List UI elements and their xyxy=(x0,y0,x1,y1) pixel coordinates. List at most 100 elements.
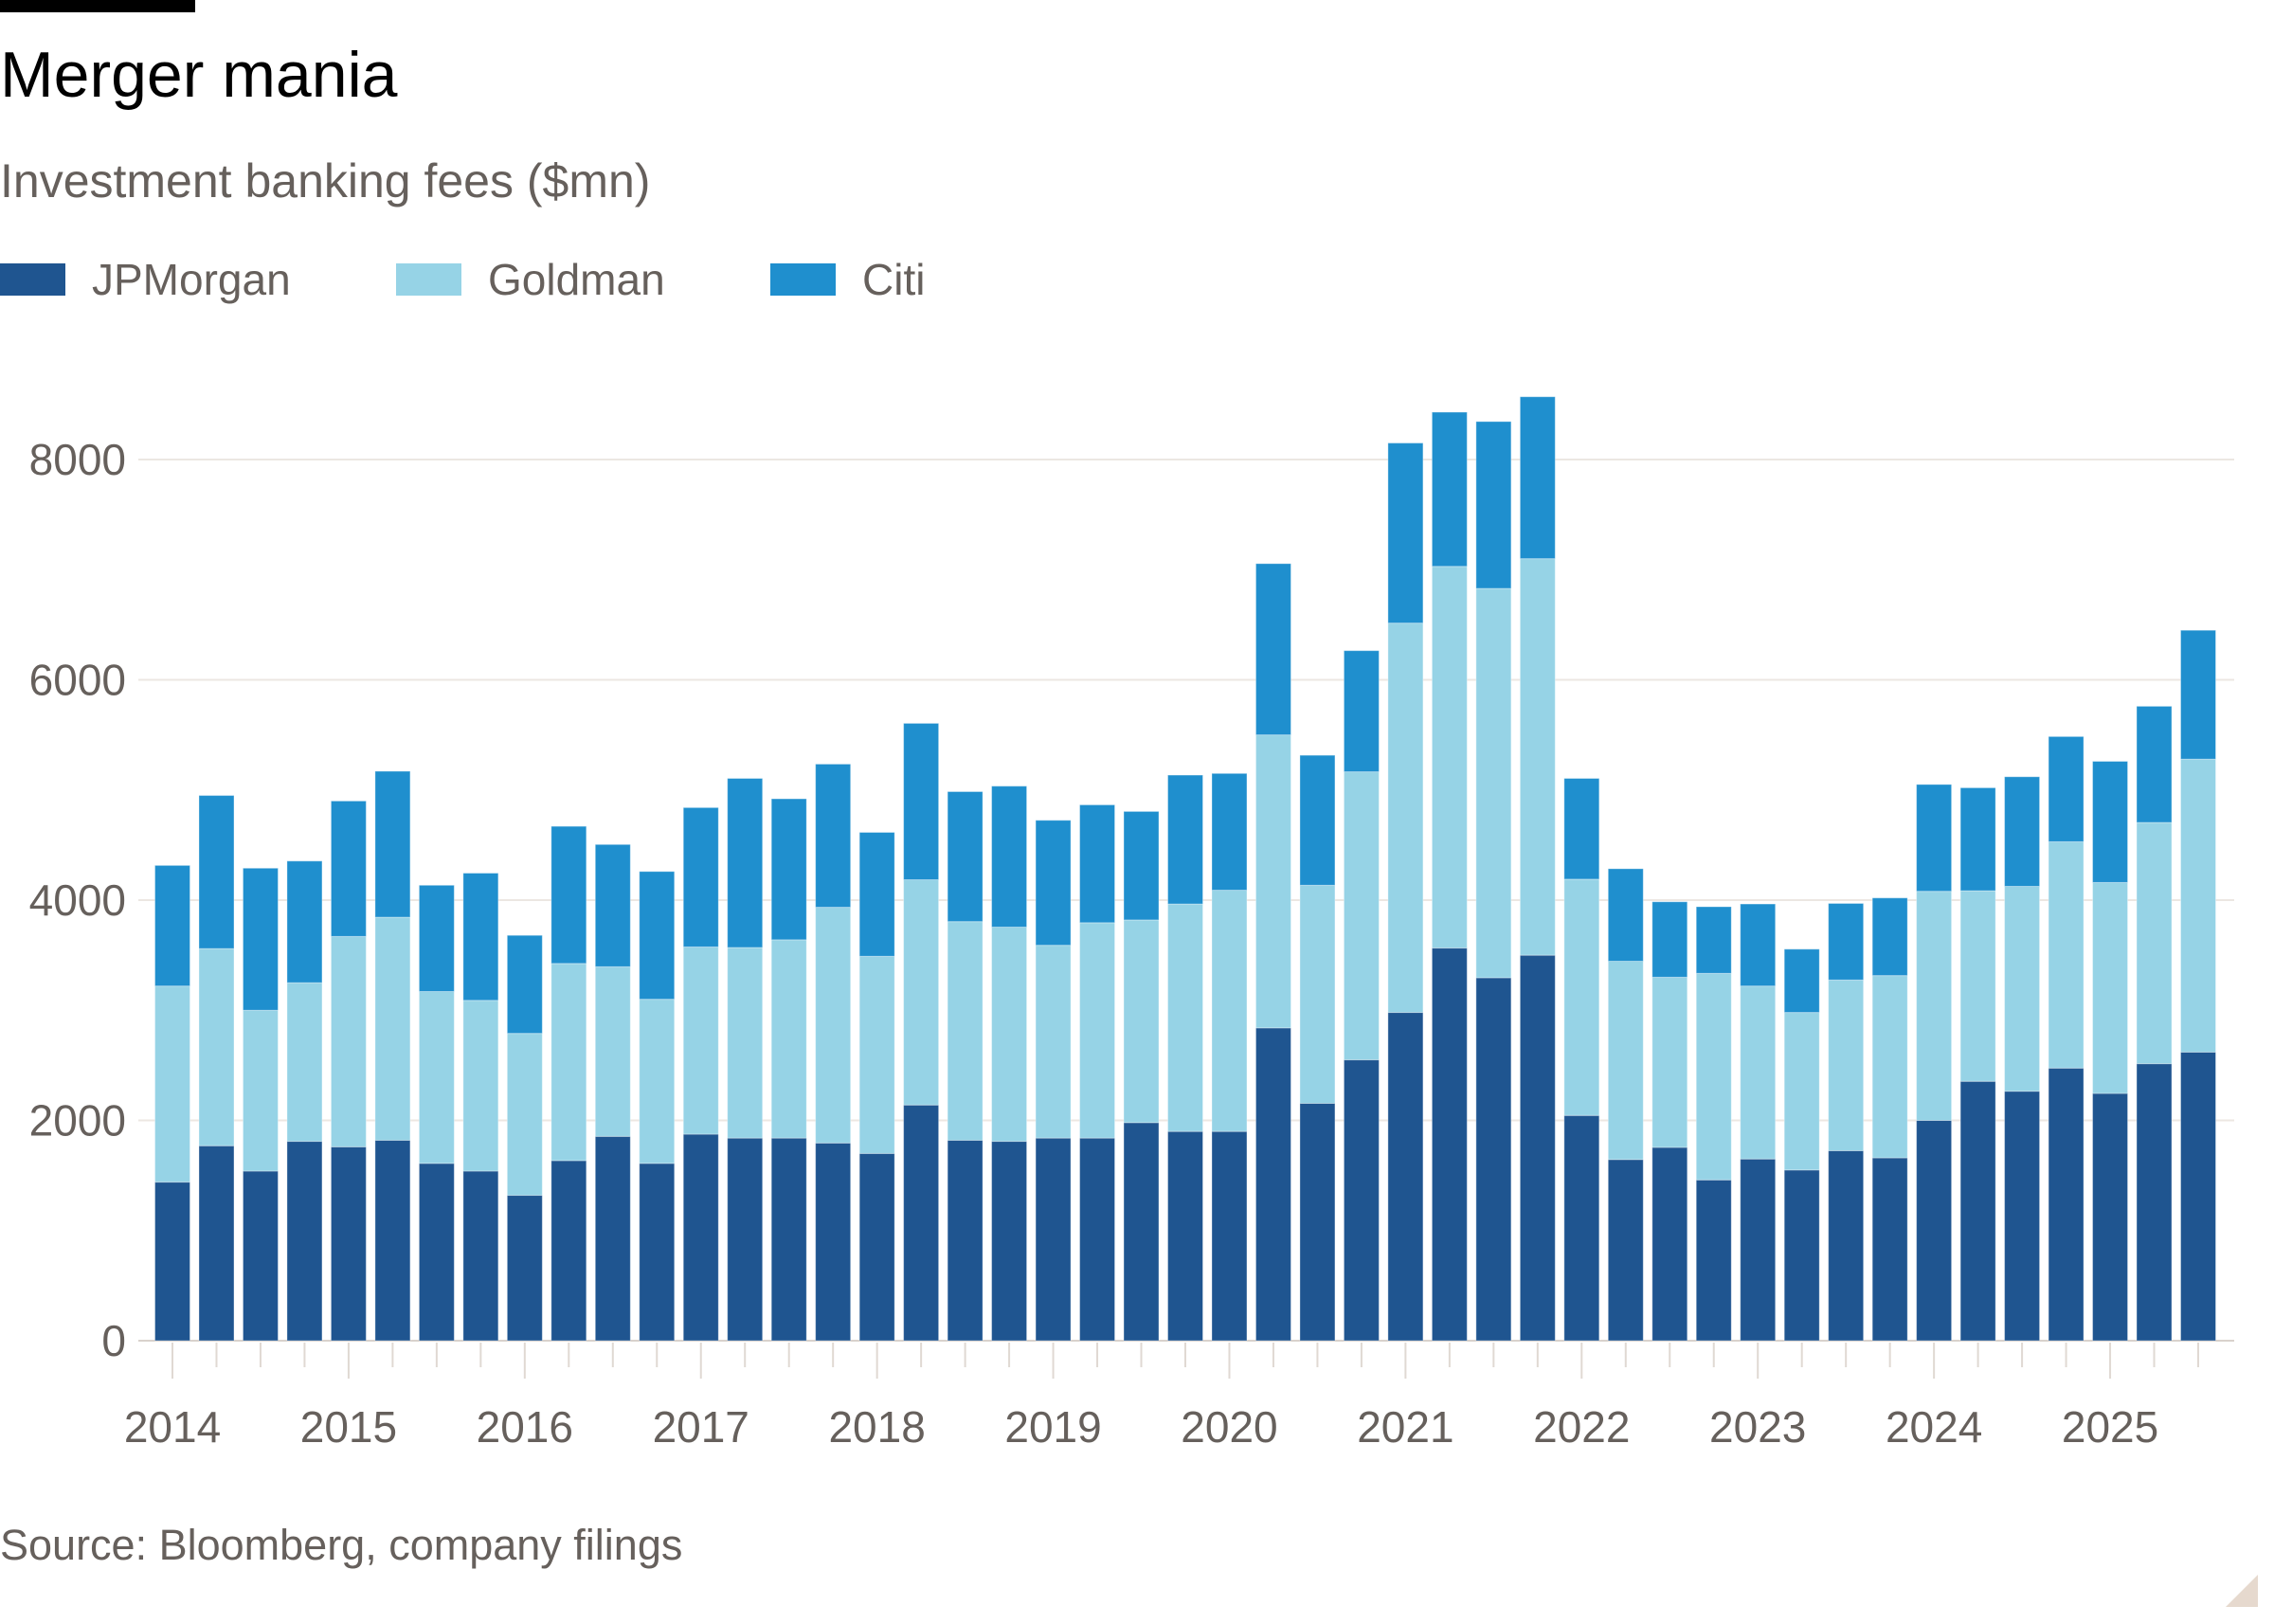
bar-segment-citi xyxy=(1828,902,1865,981)
bar-segment-citi xyxy=(2092,761,2129,883)
bar-segment-citi xyxy=(947,790,984,923)
bar-stack xyxy=(2048,735,2084,1342)
bar-segment-jpmorgan xyxy=(1299,1102,1336,1342)
bar-segment-goldman xyxy=(594,965,631,1137)
bar-segment-citi xyxy=(550,825,587,965)
bar-segment-citi xyxy=(1299,754,1336,886)
bar-segment-citi xyxy=(330,800,367,937)
bars xyxy=(154,396,2216,1342)
bar-segment-jpmorgan xyxy=(1783,1169,1820,1342)
bar-segment-citi xyxy=(639,871,676,1001)
bar-segment-citi xyxy=(2048,735,2084,842)
bar-segment-jpmorgan xyxy=(2048,1067,2084,1342)
bar-segment-goldman xyxy=(1651,976,1688,1148)
bar-stack xyxy=(1475,421,1512,1342)
bar-segment-jpmorgan xyxy=(1828,1149,1865,1342)
bar-stack xyxy=(1607,868,1644,1342)
bar-stack xyxy=(2136,705,2173,1342)
bar-segment-goldman xyxy=(1783,1012,1820,1171)
bar-stack xyxy=(1211,772,1248,1342)
bar-segment-goldman xyxy=(1916,891,1953,1122)
bar-segment-goldman xyxy=(1475,587,1512,979)
x-tick-label: 2022 xyxy=(1533,1402,1630,1452)
bar-segment-jpmorgan xyxy=(2180,1051,2216,1342)
bar-segment-goldman xyxy=(2048,840,2084,1069)
bar-segment-goldman xyxy=(2004,885,2041,1092)
bar-segment-citi xyxy=(770,798,807,941)
bar-segment-goldman xyxy=(1254,734,1291,1029)
bar-segment-citi xyxy=(815,763,852,909)
bar-segment-jpmorgan xyxy=(682,1133,719,1342)
bar-segment-goldman xyxy=(154,985,190,1183)
bar-segment-goldman xyxy=(418,990,455,1164)
bar-segment-goldman xyxy=(242,1009,279,1172)
bar-segment-goldman xyxy=(2180,758,2216,1053)
bar-segment-citi xyxy=(2180,629,2216,760)
corner-fold-icon xyxy=(2226,1575,2258,1607)
bar-segment-citi xyxy=(727,778,764,948)
y-tick-label: 2000 xyxy=(29,1096,126,1146)
legend-swatch-jpmorgan xyxy=(0,263,65,296)
bar-segment-citi xyxy=(1783,948,1820,1014)
bar-segment-citi xyxy=(198,795,235,949)
y-tick-label: 0 xyxy=(101,1316,126,1365)
bar-stack xyxy=(947,790,984,1342)
bar-segment-citi xyxy=(462,873,499,1001)
bar-segment-goldman xyxy=(1607,961,1644,1161)
bar-segment-citi xyxy=(682,806,719,947)
legend-label-goldman: Goldman xyxy=(488,255,665,304)
bar-segment-goldman xyxy=(1387,623,1424,1014)
bar-segment-jpmorgan xyxy=(1871,1157,1908,1342)
bar-segment-goldman xyxy=(1563,878,1600,1116)
bar-segment-citi xyxy=(286,860,323,983)
bar-stack xyxy=(418,884,455,1342)
source-note: Source: Bloomberg, company filings xyxy=(0,1521,683,1569)
bar-segment-goldman xyxy=(1167,903,1203,1132)
bar-segment-jpmorgan xyxy=(1254,1027,1291,1342)
bar-stack xyxy=(639,871,676,1342)
bar-segment-citi xyxy=(1254,563,1291,736)
bar-segment-goldman xyxy=(1343,771,1380,1061)
bar-stack xyxy=(1828,902,1865,1342)
bar-stack xyxy=(858,832,895,1342)
bar-stack xyxy=(286,860,323,1342)
bar-stack xyxy=(1959,786,1996,1342)
bar-stack xyxy=(727,778,764,1342)
y-tick-label: 4000 xyxy=(29,875,126,925)
bar-stack xyxy=(1651,901,1688,1342)
x-tick-label: 2017 xyxy=(653,1402,749,1452)
bar-stack xyxy=(1167,774,1203,1342)
bar-segment-jpmorgan xyxy=(1519,954,1556,1342)
bar-segment-goldman xyxy=(1299,884,1336,1104)
bar-stack xyxy=(991,785,1028,1342)
bar-segment-citi xyxy=(1916,784,1953,893)
bar-stack xyxy=(1871,897,1908,1342)
bar-segment-citi xyxy=(1035,820,1072,947)
bar-segment-citi xyxy=(1519,396,1556,560)
y-tick-label: 6000 xyxy=(29,656,126,705)
bar-segment-jpmorgan xyxy=(1431,947,1468,1342)
legend-label-citi: Citi xyxy=(862,255,926,304)
bar-segment-goldman xyxy=(1079,922,1116,1139)
bar-segment-jpmorgan xyxy=(1167,1130,1203,1342)
bar-segment-jpmorgan xyxy=(639,1163,676,1342)
bar-stack xyxy=(770,798,807,1342)
bar-segment-jpmorgan xyxy=(374,1139,411,1342)
bar-segment-jpmorgan xyxy=(858,1152,895,1342)
bar-segment-jpmorgan xyxy=(727,1137,764,1342)
bar-stack xyxy=(198,795,235,1342)
bar-segment-citi xyxy=(1740,903,1777,987)
bar-segment-goldman xyxy=(198,947,235,1146)
bar-stack xyxy=(1343,650,1380,1342)
bar-segment-jpmorgan xyxy=(1916,1120,1953,1342)
x-tick-label: 2018 xyxy=(828,1402,925,1452)
bar-stack xyxy=(330,800,367,1342)
bar-segment-citi xyxy=(594,843,631,967)
bar-segment-jpmorgan xyxy=(815,1142,852,1342)
bar-stack xyxy=(1299,754,1336,1342)
legend-label-jpmorgan: JPMorgan xyxy=(92,255,291,304)
bar-segment-citi xyxy=(374,770,411,918)
y-tick-label: 8000 xyxy=(29,435,126,484)
legend-item-goldman: Goldman xyxy=(396,254,665,305)
x-tick-label: 2016 xyxy=(477,1402,573,1452)
